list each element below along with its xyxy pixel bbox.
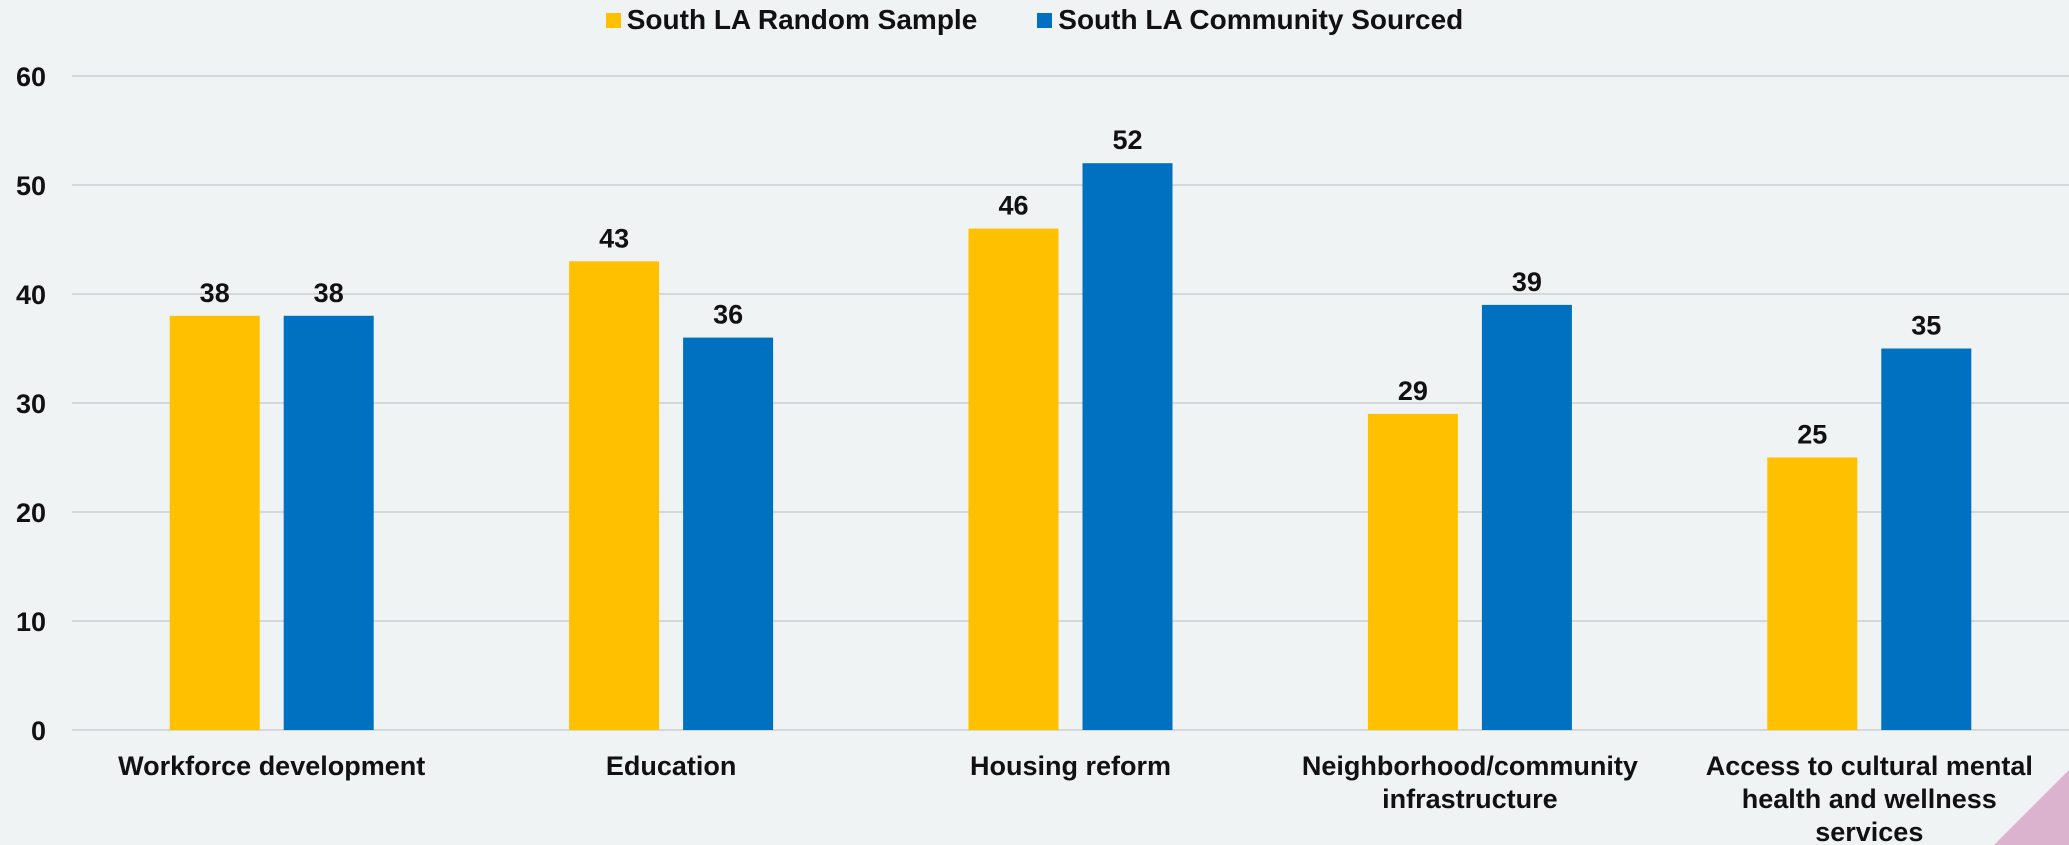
bar — [1367, 413, 1458, 730]
bar — [169, 315, 260, 730]
data-label: 25 — [1797, 420, 1827, 450]
y-tick-label: 20 — [16, 498, 46, 528]
y-tick-label: 0 — [31, 716, 46, 746]
corner-decoration — [1994, 770, 2069, 845]
legend-swatch-community-sourced — [1037, 12, 1053, 28]
x-tick-label: health and wellness — [1742, 784, 1997, 814]
y-tick-label: 30 — [16, 389, 46, 419]
data-label: 38 — [200, 278, 230, 308]
data-label: 43 — [599, 223, 629, 253]
x-tick-label: infrastructure — [1382, 784, 1558, 814]
x-tick-label: Workforce development — [118, 751, 425, 781]
data-label: 35 — [1911, 311, 1941, 341]
legend-item-community-sourced: South LA Community Sourced — [1037, 4, 1463, 36]
bar — [283, 315, 374, 730]
bar — [1881, 348, 1972, 730]
x-tick-label: Housing reform — [970, 751, 1171, 781]
data-label: 36 — [713, 300, 743, 330]
bar — [1767, 457, 1858, 730]
data-label: 38 — [314, 278, 344, 308]
bar — [968, 228, 1059, 730]
x-tick-label: services — [1815, 817, 1923, 845]
x-tick-label: Education — [606, 751, 737, 781]
legend-item-random-sample: South LA Random Sample — [605, 4, 978, 36]
legend-label-random-sample: South LA Random Sample — [626, 4, 978, 35]
bar — [683, 337, 774, 730]
y-tick-label: 60 — [16, 62, 46, 92]
y-tick-label: 40 — [16, 280, 46, 310]
data-label: 39 — [1512, 267, 1542, 297]
legend-label-community-sourced: South LA Community Sourced — [1058, 4, 1464, 35]
y-tick-label: 50 — [16, 171, 46, 201]
bar — [569, 261, 660, 730]
bar — [1082, 163, 1173, 730]
legend: South LA Random Sample South LA Communit… — [0, 4, 2069, 36]
data-label: 29 — [1398, 376, 1428, 406]
y-tick-label: 10 — [16, 607, 46, 637]
data-label: 52 — [1112, 125, 1142, 155]
bar — [1481, 304, 1572, 730]
x-tick-label: Neighborhood/community — [1302, 751, 1638, 781]
legend-swatch-random-sample — [605, 12, 621, 28]
data-label: 46 — [998, 191, 1028, 221]
x-tick-label: Access to cultural mental — [1706, 751, 2033, 781]
